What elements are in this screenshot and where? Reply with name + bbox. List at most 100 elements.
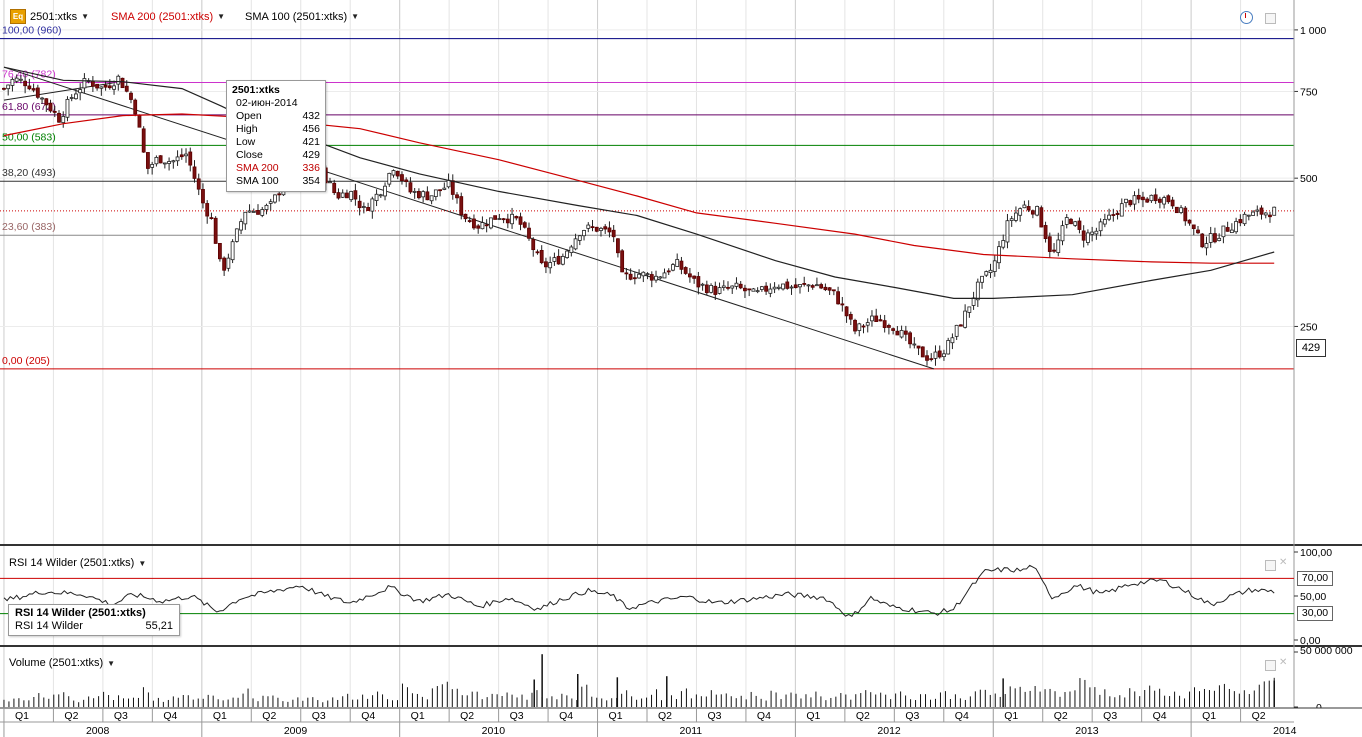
fib-level-label: 38,20 (493) <box>2 167 56 179</box>
candle-down <box>878 319 883 322</box>
candle-up <box>65 98 70 118</box>
sma200-label[interactable]: SMA 200 (2501:xtks) <box>111 10 214 23</box>
sma100-line <box>3 66 1275 299</box>
candle-up <box>1090 231 1095 235</box>
fib-level-label: 23,60 (383) <box>2 221 56 233</box>
clock-icon[interactable] <box>1240 11 1253 24</box>
candle-down <box>192 166 197 179</box>
volume-tick-label: 50 000 000 <box>1300 645 1353 657</box>
candle-down <box>844 306 849 317</box>
main-legend: Eq 2501:xtks ▼ SMA 200 (2501:xtks) ▼ SMA… <box>10 9 359 24</box>
candle-down <box>611 229 616 238</box>
volume-title[interactable]: Volume (2501:xtks) <box>9 657 104 669</box>
candle-up <box>1246 214 1251 217</box>
candle-down <box>531 238 536 251</box>
candle-up <box>18 78 23 81</box>
symbol-label[interactable]: 2501:xtks <box>30 10 78 23</box>
tooltip-row-close: Close 429 <box>236 149 320 161</box>
quarter-label: Q2 <box>262 710 276 722</box>
candle-up <box>1162 197 1167 205</box>
candle-down <box>205 203 210 217</box>
candle-down <box>823 286 828 291</box>
candle-up <box>264 204 269 210</box>
candle-up <box>488 217 493 229</box>
candle-up <box>260 209 265 216</box>
candle-down <box>903 330 908 335</box>
quarter-label: Q2 <box>1252 710 1266 722</box>
candle-up <box>1124 198 1128 203</box>
chevron-down-icon[interactable]: ▼ <box>351 12 360 21</box>
chevron-down-icon[interactable]: ▼ <box>107 658 116 668</box>
candle-up <box>1005 220 1010 243</box>
candle-up <box>954 324 959 337</box>
candle-up <box>1272 206 1277 216</box>
candle-up <box>971 297 976 306</box>
candle-down <box>400 174 404 182</box>
equity-icon[interactable]: Eq <box>10 9 26 24</box>
close-icon[interactable]: ✕ <box>1279 657 1288 668</box>
candle-up <box>1073 221 1078 226</box>
candle-up <box>251 211 256 213</box>
candle-down <box>48 102 53 112</box>
candle-down <box>196 178 201 190</box>
candle-down <box>853 319 857 332</box>
candle-up <box>239 221 243 231</box>
candle-up <box>497 218 502 220</box>
candle-down <box>1157 198 1162 203</box>
chevron-down-icon[interactable]: ▼ <box>81 12 90 21</box>
candle-up <box>14 77 19 82</box>
candle-up <box>1242 213 1247 225</box>
candle-up <box>383 185 387 197</box>
rsi-title[interactable]: RSI 14 Wilder (2501:xtks) <box>9 557 135 569</box>
candle-down <box>802 283 807 285</box>
candle-up <box>184 153 188 157</box>
candle-down <box>120 77 125 89</box>
maximize-icon[interactable] <box>1265 560 1276 571</box>
candle-up <box>1132 195 1137 205</box>
candle-down <box>594 226 599 232</box>
quarter-label: Q2 <box>460 710 474 722</box>
candle-up <box>857 323 862 331</box>
chevron-down-icon[interactable]: ▼ <box>217 12 226 21</box>
candle-up <box>175 156 180 162</box>
candle-up <box>429 195 434 202</box>
candle-down <box>785 281 790 289</box>
candle-up <box>154 156 159 165</box>
candle-down <box>357 200 362 209</box>
candle-down <box>1047 236 1052 252</box>
candle-down <box>493 215 498 220</box>
candle-up <box>1179 207 1183 213</box>
candle-up <box>1001 240 1006 248</box>
candle-up <box>992 260 997 272</box>
candle-down <box>129 92 133 100</box>
candle-up <box>942 353 946 358</box>
sma100-label[interactable]: SMA 100 (2501:xtks) <box>245 10 348 23</box>
candle-down <box>505 218 510 224</box>
tooltip-row-high: High 456 <box>236 123 320 135</box>
candle-down <box>793 284 798 289</box>
candle-down <box>1128 200 1133 206</box>
candle-down <box>514 216 519 219</box>
candle-up <box>378 194 383 197</box>
fib-level-label: 0,00 (205) <box>2 355 50 367</box>
quarter-label: Q3 <box>312 710 326 722</box>
tooltip-date: 02-июн-2014 <box>236 97 298 109</box>
candle-up <box>10 78 15 86</box>
candle-down <box>450 180 455 195</box>
candle-up <box>370 198 375 212</box>
candle-down <box>704 284 709 294</box>
maximize-icon[interactable] <box>1265 13 1276 24</box>
candle-down <box>738 283 743 289</box>
candle-up <box>116 75 121 85</box>
candle-up <box>446 179 451 188</box>
quarter-label: Q1 <box>1004 710 1018 722</box>
candle-up <box>815 284 819 287</box>
last-price-tag: 429 <box>1296 339 1326 357</box>
maximize-icon[interactable] <box>1265 660 1276 671</box>
candle-up <box>1022 204 1027 209</box>
candle-down <box>632 277 637 280</box>
candle-up <box>759 286 764 290</box>
close-icon[interactable]: ✕ <box>1279 557 1288 568</box>
chevron-down-icon[interactable]: ▼ <box>138 558 147 568</box>
